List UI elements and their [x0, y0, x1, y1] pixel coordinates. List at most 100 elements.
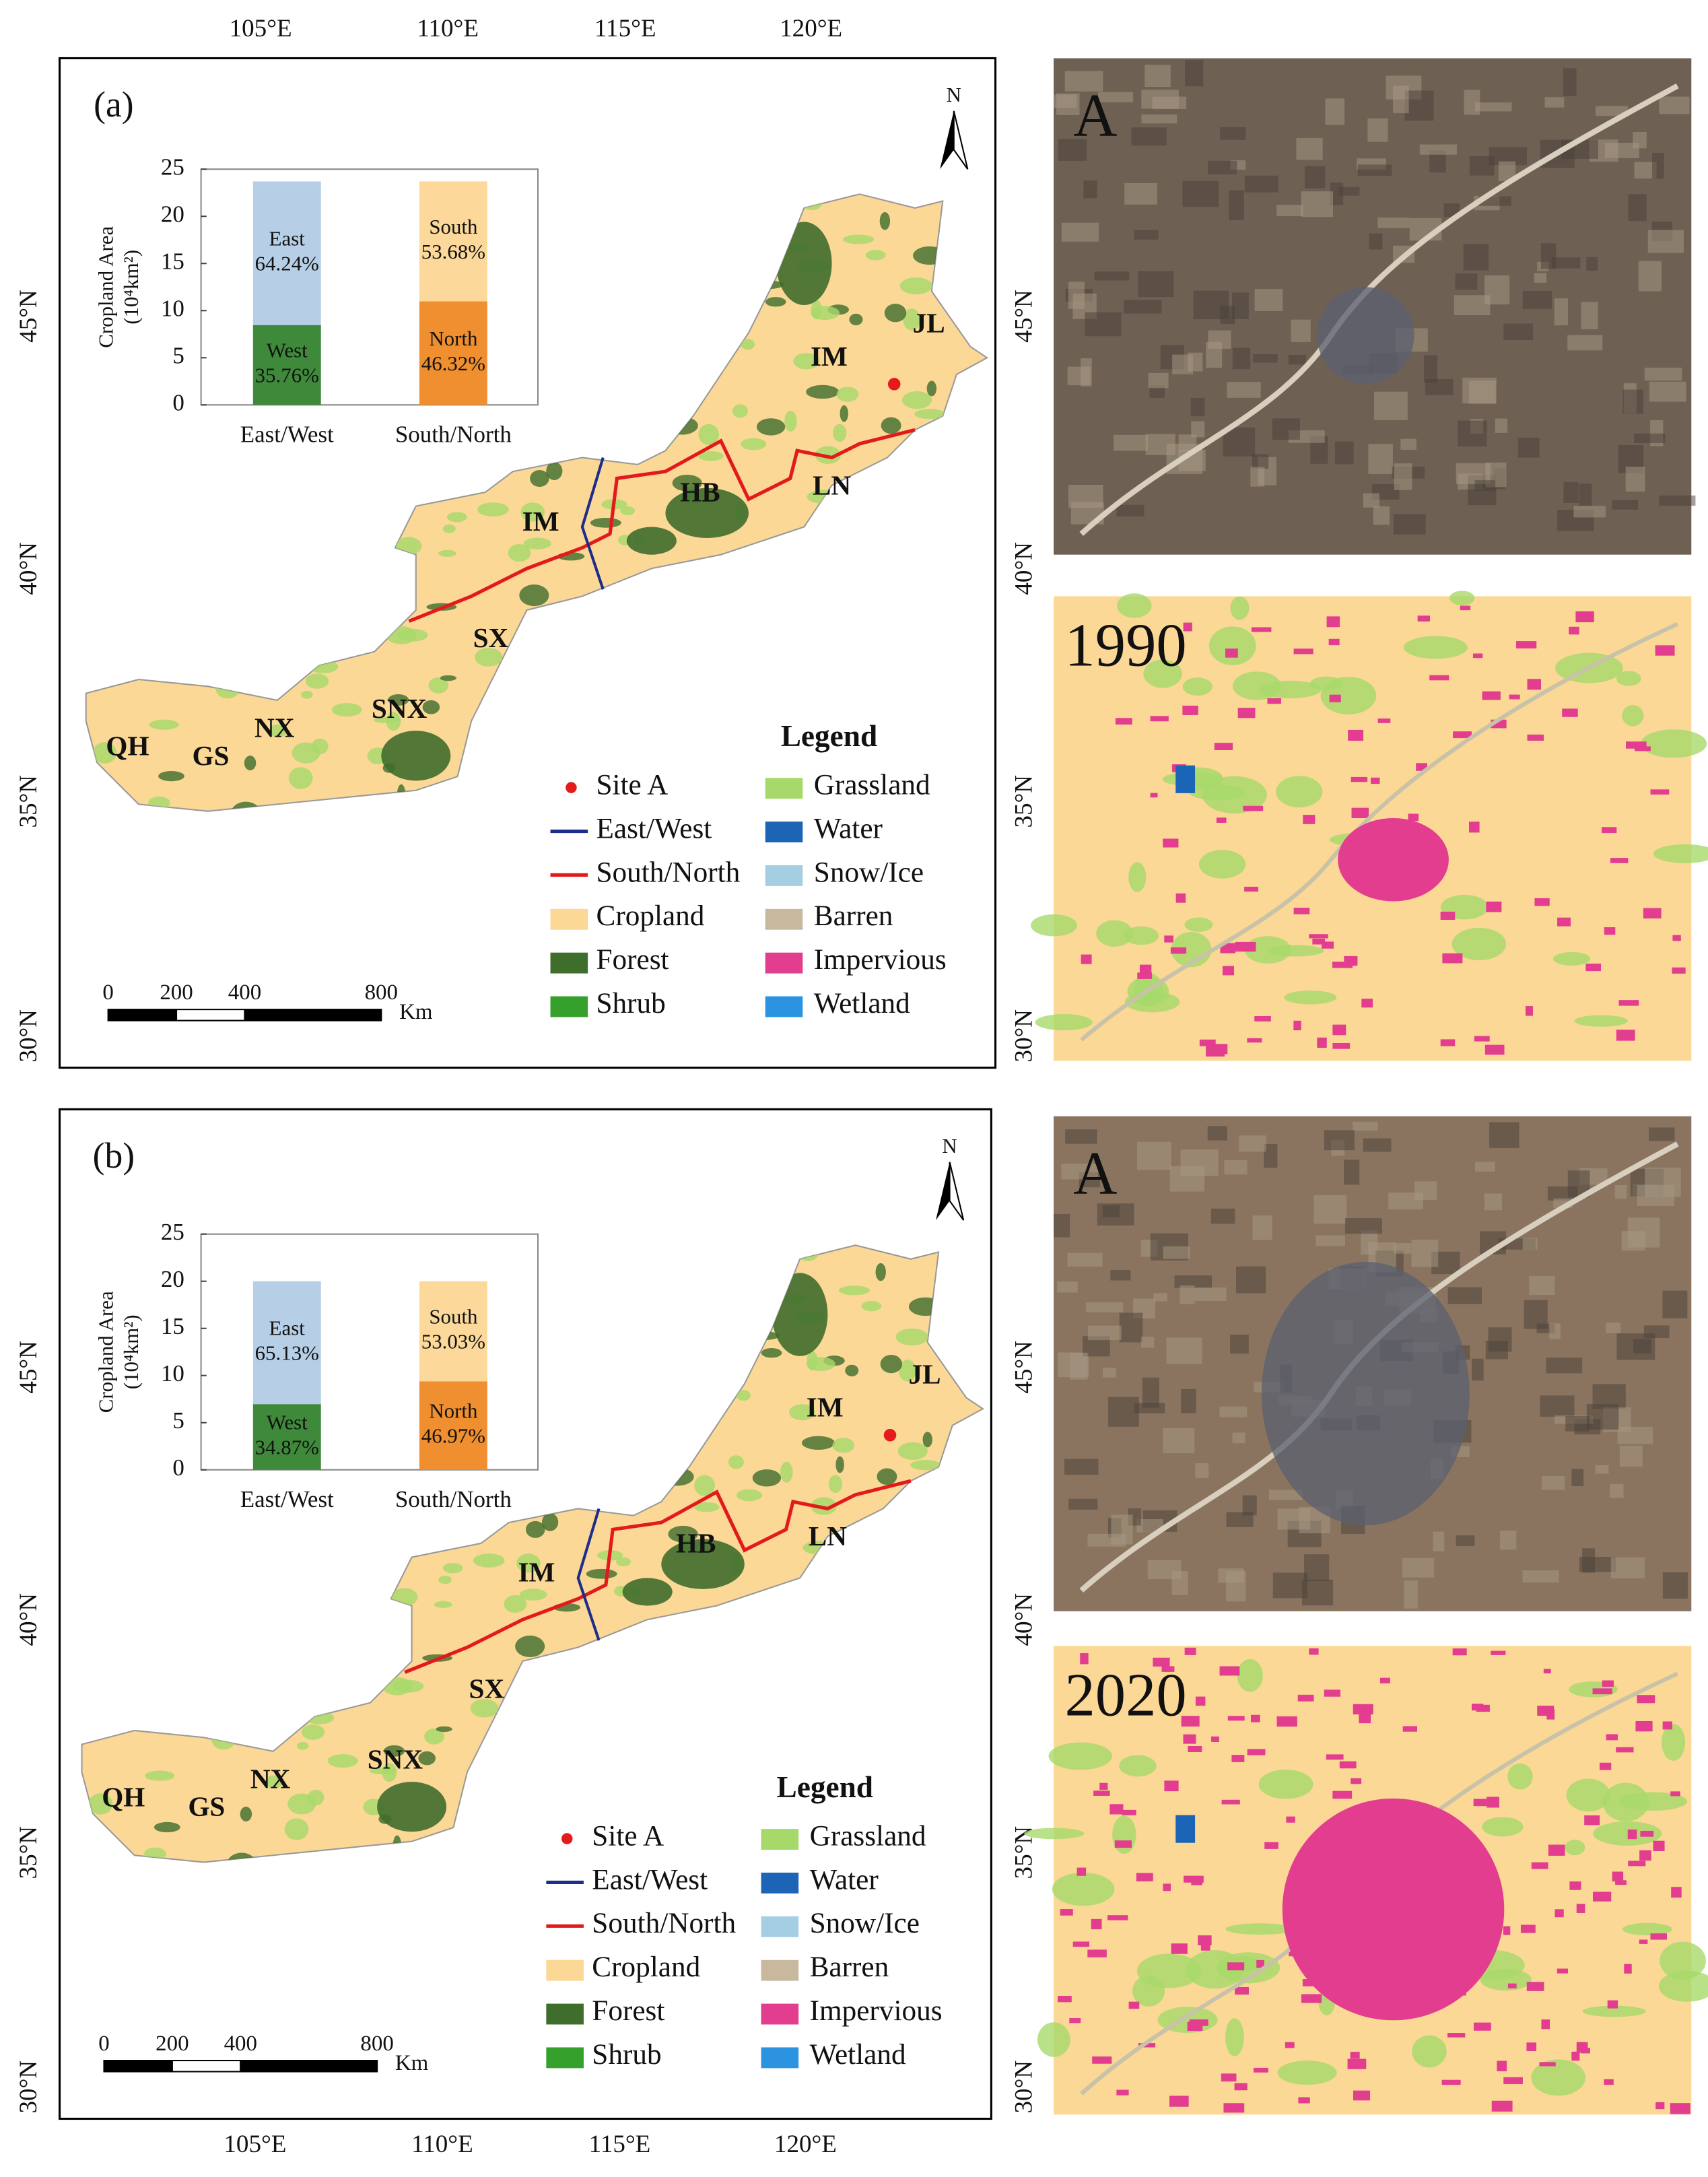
grass-patch	[1132, 1975, 1165, 2007]
texture	[1288, 355, 1306, 365]
impervious-patch	[1087, 1949, 1107, 1957]
impervious-patch	[1267, 698, 1282, 704]
impervious-patch	[1440, 911, 1456, 920]
year-label: 1990	[1065, 611, 1187, 679]
texture	[1134, 1403, 1165, 1413]
impervious-patch	[1487, 1797, 1499, 1808]
landcover-patch	[922, 1432, 932, 1448]
landcover-patch	[579, 747, 599, 767]
impervious-patch	[1639, 1939, 1648, 1944]
site-marker	[887, 378, 901, 391]
texture	[1551, 257, 1581, 269]
landcover-patch	[802, 1436, 835, 1450]
texture	[1111, 1514, 1133, 1545]
landcover-patch	[392, 1835, 402, 1856]
legend-marker	[546, 2003, 584, 2025]
landcover-patch	[806, 384, 840, 399]
grass-patch	[1622, 1922, 1672, 1936]
forest-patch	[626, 527, 677, 555]
landcover-patch	[301, 690, 313, 699]
water-patch	[1175, 765, 1196, 793]
lat-tick-label: 35°N	[15, 775, 42, 828]
landcover-patch	[701, 1716, 732, 1737]
impervious-patch	[1491, 2100, 1513, 2112]
grass-patch	[1660, 1941, 1706, 1980]
impervious-patch	[1662, 1721, 1672, 1730]
landcover-patch	[962, 1259, 978, 1275]
grass-patch	[1096, 920, 1133, 947]
landcover-patch	[170, 1531, 189, 1541]
landcover-patch	[850, 1679, 877, 1699]
bar-segment	[252, 1281, 321, 1405]
landcover-patch	[620, 718, 644, 730]
texture	[1400, 438, 1416, 450]
region-label: IM	[811, 341, 848, 372]
texture	[1499, 1531, 1517, 1550]
texture	[1563, 481, 1579, 503]
town	[1261, 1261, 1470, 1526]
texture	[1330, 182, 1344, 205]
landcover-patch	[332, 612, 355, 622]
impervious-patch	[1615, 1880, 1627, 1885]
landcover-patch	[240, 1807, 252, 1821]
landcover-patch	[593, 648, 612, 667]
landcover-patch	[698, 424, 720, 445]
impervious-patch	[1606, 1734, 1618, 1741]
scale-unit: Km	[399, 1000, 433, 1024]
texture	[1296, 138, 1323, 160]
landcover-patch	[280, 807, 296, 811]
texture	[1313, 1195, 1347, 1224]
landcover-patch	[880, 1354, 903, 1374]
landcover-patch	[845, 1364, 859, 1377]
landcover-patch	[938, 1578, 960, 1599]
texture	[1627, 1217, 1660, 1248]
impervious-patch	[1539, 2062, 1556, 2067]
grass-patch	[1622, 705, 1644, 727]
landcover-patch	[714, 1664, 729, 1675]
water-patch	[1175, 1815, 1196, 1843]
landcover-patch	[669, 362, 702, 378]
landcover-patch	[333, 560, 364, 580]
grass-patch	[1237, 1659, 1263, 1692]
grass-patch	[1128, 862, 1147, 892]
impervious-patch	[1326, 616, 1340, 628]
landcover-patch	[705, 665, 736, 685]
texture	[1061, 1164, 1099, 1180]
scale-segment	[107, 1009, 178, 1021]
lat-tick-label: 45°N	[1010, 1341, 1037, 1394]
scale-tick-label: 400	[228, 980, 261, 1005]
landcover-patch	[741, 1596, 758, 1610]
grass-patch	[1030, 914, 1077, 937]
landcover-patch	[727, 321, 743, 343]
impervious-patch	[1593, 1891, 1612, 1902]
landcover-patch	[579, 343, 606, 364]
scale-tick-label: 200	[160, 980, 193, 1005]
grass-patch	[1662, 1724, 1686, 1761]
landcover-patch	[780, 1731, 799, 1741]
legend-label: Cropland	[592, 1951, 700, 1983]
landcover-patch	[158, 771, 184, 782]
landcover-patch	[739, 629, 769, 638]
texture	[1054, 1213, 1070, 1238]
texture	[1363, 493, 1379, 508]
landcover-patch	[728, 1455, 744, 1469]
region-label: SX	[473, 622, 509, 653]
texture	[1224, 1160, 1248, 1175]
texture	[1268, 1489, 1303, 1500]
landcover-patch	[133, 628, 147, 642]
grass-patch	[1119, 1755, 1157, 1777]
region-label: SX	[469, 1673, 504, 1704]
landcover-patch	[230, 1593, 264, 1604]
landcover-patch	[665, 1413, 698, 1430]
texture	[1335, 441, 1354, 465]
impervious-patch	[1225, 648, 1238, 658]
texture	[1468, 380, 1496, 404]
texture	[1058, 139, 1087, 161]
legend-marker	[761, 1960, 799, 1981]
landcover-patch	[542, 1513, 559, 1531]
landcover-patch	[477, 502, 509, 516]
impervious-patch	[1293, 908, 1310, 914]
texture	[1522, 1570, 1559, 1583]
grass-patch	[1403, 636, 1468, 659]
landcover-patch	[261, 621, 277, 638]
